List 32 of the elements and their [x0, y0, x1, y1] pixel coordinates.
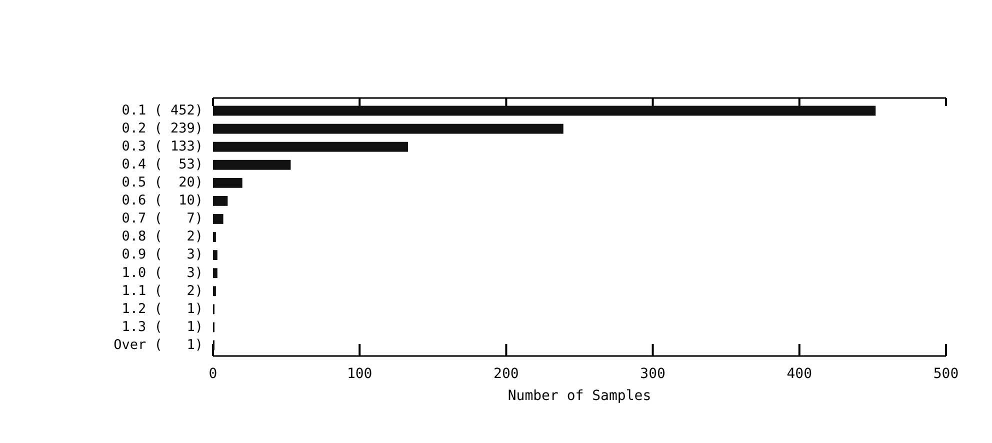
- bar: [213, 106, 876, 116]
- y-tick-label: 0.4 ( 53): [122, 156, 203, 173]
- y-tick-label: 0.1 ( 452): [122, 102, 203, 118]
- bar: [213, 124, 564, 134]
- y-tick-label: 0.9 ( 3): [122, 246, 203, 263]
- x-tick-label: 200: [494, 366, 519, 382]
- x-tick-label: 0: [208, 366, 218, 382]
- y-tick-label: 1.2 ( 1): [122, 300, 203, 317]
- y-tick-label: Over ( 1): [114, 336, 203, 353]
- bar: [213, 142, 408, 152]
- y-tick-label: 1.3 ( 1): [122, 318, 203, 335]
- x-tick-label: 400: [786, 366, 812, 382]
- y-tick-label: 0.5 ( 20): [122, 174, 203, 191]
- y-tick-label: 1.0 ( 3): [122, 264, 203, 281]
- bar: [213, 160, 291, 170]
- y-tick-label: 0.6 ( 10): [122, 192, 203, 209]
- y-tick-label: 1.1 ( 2): [122, 282, 203, 299]
- x-tick-label: 100: [346, 366, 372, 382]
- bar: [213, 250, 218, 260]
- x-axis-title: Number of Samples: [508, 388, 652, 404]
- bar: [213, 178, 242, 188]
- x-tick-label: 300: [640, 366, 666, 382]
- y-tick-label: 0.7 ( 7): [122, 210, 203, 227]
- y-tick-label: 0.8 ( 2): [122, 228, 203, 245]
- x-tick-label: 500: [933, 366, 959, 382]
- bar: [213, 268, 218, 278]
- bar: [213, 286, 216, 296]
- y-tick-label: 0.3 ( 133): [122, 138, 203, 155]
- bar: [213, 196, 228, 206]
- bar: [213, 232, 216, 242]
- bar: [213, 214, 224, 224]
- y-tick-label: 0.2 ( 239): [122, 120, 203, 137]
